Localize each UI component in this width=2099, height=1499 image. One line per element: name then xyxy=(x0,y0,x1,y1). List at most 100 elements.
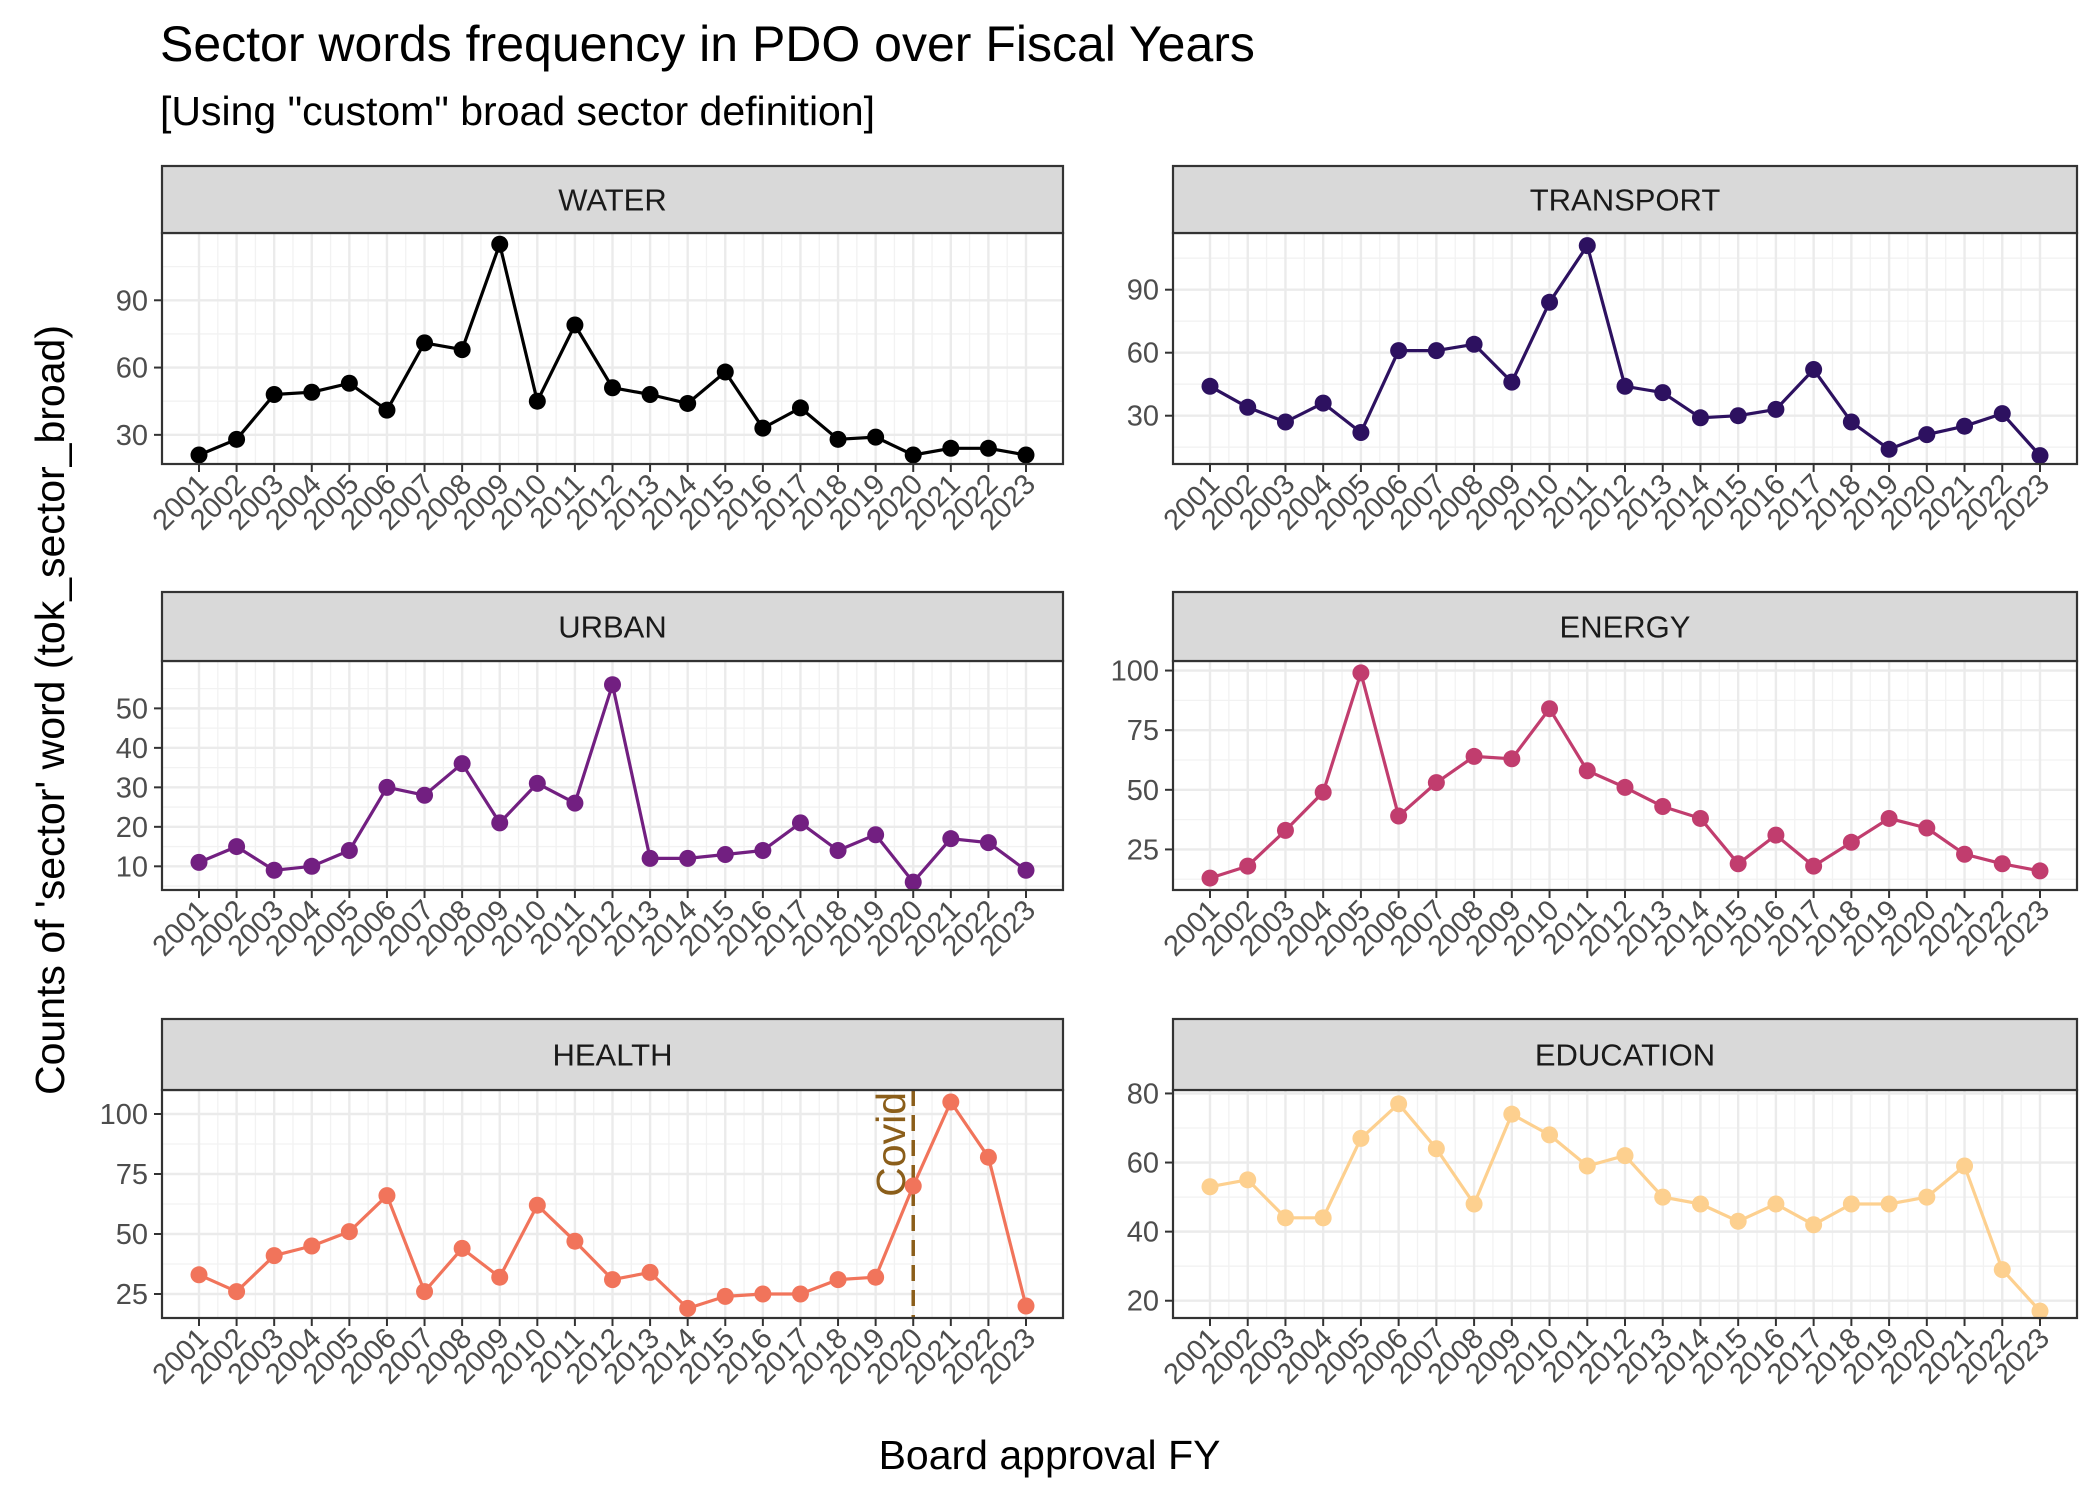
strip-label: HEALTH xyxy=(552,1038,672,1073)
data-point xyxy=(1503,1105,1521,1123)
data-point xyxy=(1616,377,1634,395)
data-point xyxy=(1654,384,1672,402)
data-point xyxy=(265,1247,283,1265)
data-point xyxy=(265,385,283,403)
y-tick-label: 30 xyxy=(1127,401,1159,433)
data-point xyxy=(942,439,960,457)
data-point xyxy=(566,316,584,334)
data-point xyxy=(604,1271,621,1289)
data-point xyxy=(228,430,246,448)
data-point xyxy=(1503,750,1521,768)
strip xyxy=(1171,1017,2079,1092)
data-point xyxy=(1541,1126,1559,1144)
data-point xyxy=(1993,855,2011,873)
panel-energy: 2550751002001200220032004200520062007200… xyxy=(1111,590,2079,963)
y-tick-label: 20 xyxy=(1127,1286,1159,1318)
data-point xyxy=(190,853,208,871)
data-point xyxy=(1352,424,1370,441)
data-point xyxy=(979,834,997,852)
data-point xyxy=(1239,1171,1257,1189)
data-point xyxy=(303,857,321,875)
data-point xyxy=(2031,1302,2049,1320)
data-point xyxy=(1427,1140,1445,1158)
data-point xyxy=(716,363,734,381)
y-tick-label: 90 xyxy=(1127,275,1159,307)
data-point xyxy=(1956,1157,1974,1175)
data-point xyxy=(566,1232,584,1250)
covid-label: Covid xyxy=(868,1092,914,1197)
data-point xyxy=(1541,293,1559,311)
data-point xyxy=(641,1263,659,1281)
data-point xyxy=(679,849,697,867)
data-point xyxy=(1239,857,1257,875)
data-point xyxy=(1578,237,1596,255)
strip xyxy=(1171,590,2079,663)
data-point xyxy=(303,1237,321,1255)
data-point xyxy=(1314,394,1332,412)
data-point xyxy=(453,755,471,773)
data-point xyxy=(904,1177,922,1195)
data-point xyxy=(416,334,434,352)
data-point xyxy=(1993,405,2011,423)
data-point xyxy=(641,385,659,403)
data-point xyxy=(2031,862,2049,880)
data-point xyxy=(1578,1157,1596,1175)
y-tick-label: 50 xyxy=(1127,775,1159,807)
data-point xyxy=(378,1187,396,1205)
y-tick-label: 25 xyxy=(116,1279,148,1311)
data-point xyxy=(791,814,809,832)
y-tick-label: 75 xyxy=(1127,715,1159,747)
data-point xyxy=(942,830,960,848)
data-point xyxy=(1729,407,1747,425)
strip xyxy=(160,164,1065,235)
strip xyxy=(1171,164,2079,235)
y-tick-label: 60 xyxy=(1127,338,1159,370)
panel-water: 3060902001200220032004200520062007200820… xyxy=(116,164,1065,537)
data-point xyxy=(1465,335,1483,353)
strip-label: ENERGY xyxy=(1560,610,1691,645)
data-point xyxy=(716,1287,734,1305)
y-tick-label: 100 xyxy=(1111,656,1159,688)
panel-urban: 1020304050200120022003200420052006200720… xyxy=(116,590,1065,963)
y-tick-label: 40 xyxy=(1127,1217,1159,1249)
data-point xyxy=(1767,1195,1785,1213)
data-point xyxy=(1880,440,1898,458)
data-point xyxy=(754,842,772,860)
data-point xyxy=(867,1268,885,1286)
data-point xyxy=(1390,1095,1408,1113)
data-point xyxy=(979,1148,997,1166)
chart-subtitle: [Using "custom" broad sector definition] xyxy=(160,88,876,134)
y-tick-label: 40 xyxy=(116,733,148,765)
data-point xyxy=(1276,821,1294,839)
data-point xyxy=(1503,373,1521,391)
data-point xyxy=(378,778,396,796)
data-point xyxy=(340,1223,358,1241)
data-point xyxy=(1918,1188,1936,1206)
chart-title: Sector words frequency in PDO over Fisca… xyxy=(160,16,1255,72)
data-point xyxy=(416,786,434,804)
data-point xyxy=(491,814,509,832)
data-point xyxy=(303,383,321,401)
data-point xyxy=(1616,1147,1634,1165)
y-tick-label: 30 xyxy=(116,772,148,804)
data-point xyxy=(528,392,546,410)
data-point xyxy=(1276,1209,1294,1227)
y-tick-label: 100 xyxy=(100,1099,148,1131)
data-point xyxy=(1842,833,1860,851)
data-point xyxy=(491,235,509,253)
y-tick-label: 50 xyxy=(116,693,148,725)
data-point xyxy=(679,394,697,412)
data-point xyxy=(1691,1195,1709,1213)
data-point xyxy=(604,379,621,397)
data-point xyxy=(604,676,621,694)
data-point xyxy=(491,1268,509,1286)
data-point xyxy=(190,1266,208,1284)
data-point xyxy=(340,374,358,392)
data-point xyxy=(1017,1297,1035,1315)
y-tick-label: 50 xyxy=(116,1219,148,1251)
data-point xyxy=(1918,426,1936,444)
data-point xyxy=(1390,807,1408,825)
data-point xyxy=(1691,409,1709,427)
data-point xyxy=(942,1093,960,1111)
